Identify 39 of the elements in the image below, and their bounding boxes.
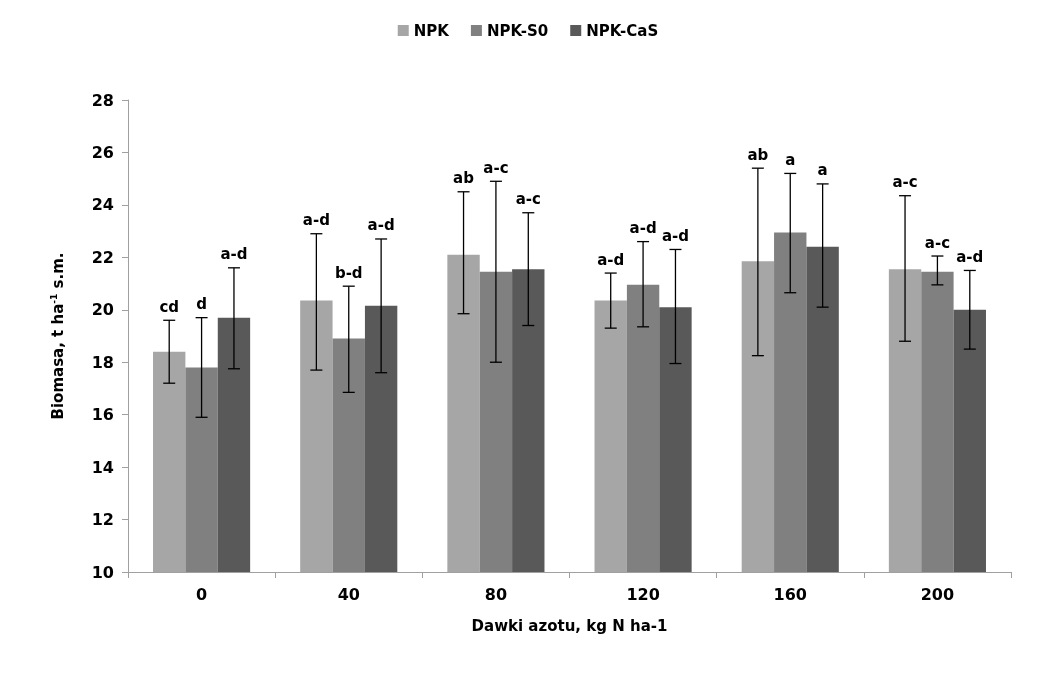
annotation: a-c [892,173,918,192]
annotation: a-d [367,216,395,235]
legend-label: NPK-CaS [586,21,659,40]
x-tick-label: 200 [920,584,955,604]
x-tick-label: 80 [484,584,508,604]
annotation: a [785,150,796,169]
annotation: a-d [629,219,657,238]
annotation: a-d [956,247,984,266]
annotation: a-c [515,190,541,209]
y-tick-label: 14 [91,457,114,477]
y-axis-title: Biomasa, t ha-1 s.m. [48,252,67,420]
legend-label: NPK-S0 [486,21,549,40]
annotation: ab [453,169,475,188]
x-tick-label: 0 [196,584,208,604]
x-tick-label: 40 [337,584,360,604]
y-tick-label: 16 [91,405,114,425]
y-tick-label: 24 [91,195,114,215]
y-tick-label: 12 [91,510,114,530]
annotation: a-c [924,233,951,252]
annotation: d [196,295,207,314]
x-axis-title: Dawki azotu, kg N ha-1 [471,616,668,635]
x-tick-label: 120 [626,584,660,604]
annotation: a-d [302,211,330,230]
y-tick-label: 18 [91,352,114,372]
annotation: b-d [334,263,363,282]
annotation: cd [159,297,180,316]
annotation: a [817,161,828,180]
annotation: a-d [661,226,690,245]
y-tick-label: 22 [91,247,114,267]
x-tick-label: 160 [773,584,807,604]
annotation: a-d [220,245,248,264]
annotation: ab [747,145,769,164]
y-tick-label: 20 [91,300,114,320]
y-tick-label: 10 [91,562,114,582]
annotation: a-c [483,158,509,177]
legend-label: NPK [413,21,451,40]
y-tick-label: 26 [91,142,114,162]
annotation: a-d [597,250,625,269]
y-tick-label: 28 [91,90,114,110]
